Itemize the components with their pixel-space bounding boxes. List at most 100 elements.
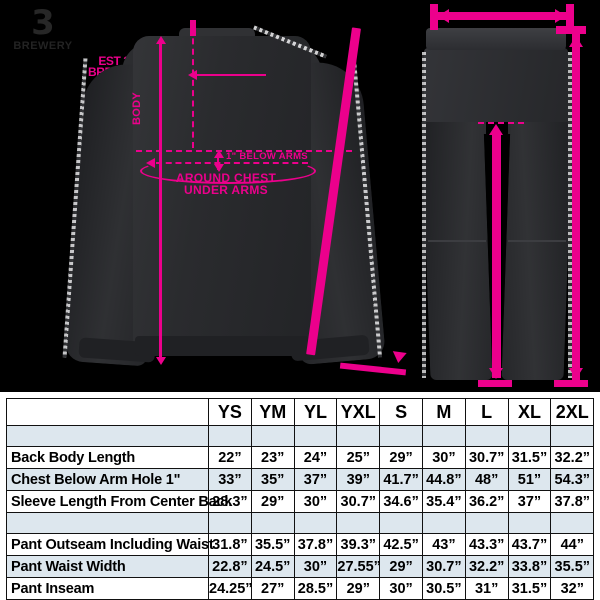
cell: 32.2” (550, 446, 595, 469)
row-label-pant-waist-width: Pant Waist Width (6, 555, 209, 578)
cell: 35” (250, 468, 295, 491)
cell: 43” (421, 533, 466, 556)
pants-hips (424, 48, 568, 134)
cell: 42.5” (379, 533, 423, 556)
waist-width-line (434, 12, 570, 20)
pants-piping-right (568, 52, 572, 378)
spacer-cell (379, 425, 423, 447)
sleeve-center-arrowhead-icon (188, 70, 197, 80)
pants-waistband (426, 28, 566, 50)
cell: 35.5” (550, 555, 595, 578)
spacer-cell (336, 512, 381, 534)
table-header-l: L (464, 398, 509, 426)
pants-knee-seam-right (508, 240, 566, 242)
spacer-cell (250, 425, 295, 447)
cell: 35.4” (421, 490, 466, 513)
row-label-chest-below-arm-hole: Chest Below Arm Hole 1" (6, 468, 209, 491)
table-header-xl: XL (507, 398, 552, 426)
pants-piping-left (422, 52, 426, 378)
spacer-cell (6, 512, 209, 534)
table-corner-cell (6, 398, 209, 426)
spacer-cell (6, 425, 209, 447)
cell: 36.2” (464, 490, 509, 513)
table-header-yxl: YXL (336, 398, 381, 426)
cell: 33” (208, 468, 252, 491)
jacket-body (133, 36, 311, 356)
waist-width-end-cap-left (430, 4, 438, 30)
cell: 41.7” (379, 468, 423, 491)
table-spacer-row (6, 512, 595, 534)
cell: 37.8” (293, 533, 338, 556)
cell: 22.8” (208, 555, 252, 578)
garment-illustration-area: 3 BREWERY EST 3 BREWERY (8, 4, 588, 388)
body-length-label: BODY (131, 92, 143, 125)
cell: 29” (336, 577, 381, 600)
outseam-top-tick (556, 26, 586, 34)
cell: 48” (464, 468, 509, 491)
table-header-row: YS YM YL YXL S M L XL 2XL (6, 398, 595, 426)
waist-width-arrow-left-icon (438, 9, 449, 23)
cell: 27.55” (336, 555, 381, 578)
table-spacer-row (6, 425, 595, 447)
cell: 29” (250, 490, 295, 513)
cell: 30” (421, 446, 466, 469)
cell: 24.5” (250, 555, 295, 578)
cell: 30” (293, 490, 338, 513)
cell: 44” (550, 533, 595, 556)
cell: 37” (507, 490, 552, 513)
spacer-cell (550, 512, 595, 534)
body-length-arrow-bottom-icon (156, 357, 166, 365)
spacer-cell (250, 512, 295, 534)
cell: 23” (250, 446, 295, 469)
spacer-cell (507, 425, 552, 447)
cell: 31.5” (507, 446, 552, 469)
cell: 43.3” (464, 533, 509, 556)
spacer-cell (293, 425, 338, 447)
cell: 32” (550, 577, 595, 600)
cell: 31.8” (208, 533, 252, 556)
below-arms-label: 1" BELOW ARMS (226, 151, 308, 162)
sleeve-center-line (196, 74, 266, 76)
cell: 31” (464, 577, 509, 600)
spacer-cell (293, 512, 338, 534)
table-row: Back Body Length 22” 23” 24” 25” 29” 30”… (6, 446, 595, 469)
center-back-dashed-line (192, 28, 194, 148)
around-chest-ellipse (140, 158, 316, 184)
cell: 35.5” (250, 533, 295, 556)
row-label-back-body-length: Back Body Length (6, 446, 209, 469)
row-label-pant-outseam: Pant Outseam Including Waist (6, 533, 214, 556)
cell: 30.7” (421, 555, 466, 578)
cell: 43.7” (507, 533, 552, 556)
cell: 25” (336, 446, 381, 469)
cell: 33.8” (507, 555, 552, 578)
spacer-cell (464, 425, 509, 447)
inseam-arrow-up-icon (489, 124, 503, 135)
outseam-arrow-down-icon (569, 368, 583, 379)
body-length-arrow-top-icon (156, 36, 166, 44)
size-chart-table-container: YS YM YL YXL S M L XL 2XL (0, 392, 600, 600)
table-header-m: M (421, 398, 466, 426)
cell: 34.6” (379, 490, 423, 513)
inseam-bottom-tick (478, 380, 512, 387)
table-header-ym: YM (250, 398, 295, 426)
table-row: Pant Waist Width 22.8” 24.5” 30” 27.55” … (6, 555, 595, 578)
outseam-line (572, 30, 580, 382)
row-label-pant-inseam: Pant Inseam (6, 577, 209, 600)
table-row: Pant Inseam 24.25” 27” 28.5” 29” 30” 30.… (6, 577, 595, 600)
inseam-crotch-dashed-line (478, 122, 524, 124)
brand-logo-wordmark: BREWERY (13, 40, 73, 52)
spacer-cell (550, 425, 595, 447)
cell: 24.25” (208, 577, 253, 600)
around-chest-label-line2: UNDER ARMS (184, 183, 268, 197)
cell: 28.3” (208, 490, 252, 513)
cell: 22” (208, 446, 252, 469)
cell: 29” (379, 555, 423, 578)
cell: 30” (379, 577, 423, 600)
cell: 27” (250, 577, 295, 600)
spacer-cell (336, 425, 381, 447)
cell: 30.7” (336, 490, 381, 513)
inseam-line (492, 134, 501, 378)
brand-logo: 3 BREWERY (8, 6, 78, 58)
jacket-illustration (55, 18, 386, 388)
cell: 28.5” (293, 577, 338, 600)
